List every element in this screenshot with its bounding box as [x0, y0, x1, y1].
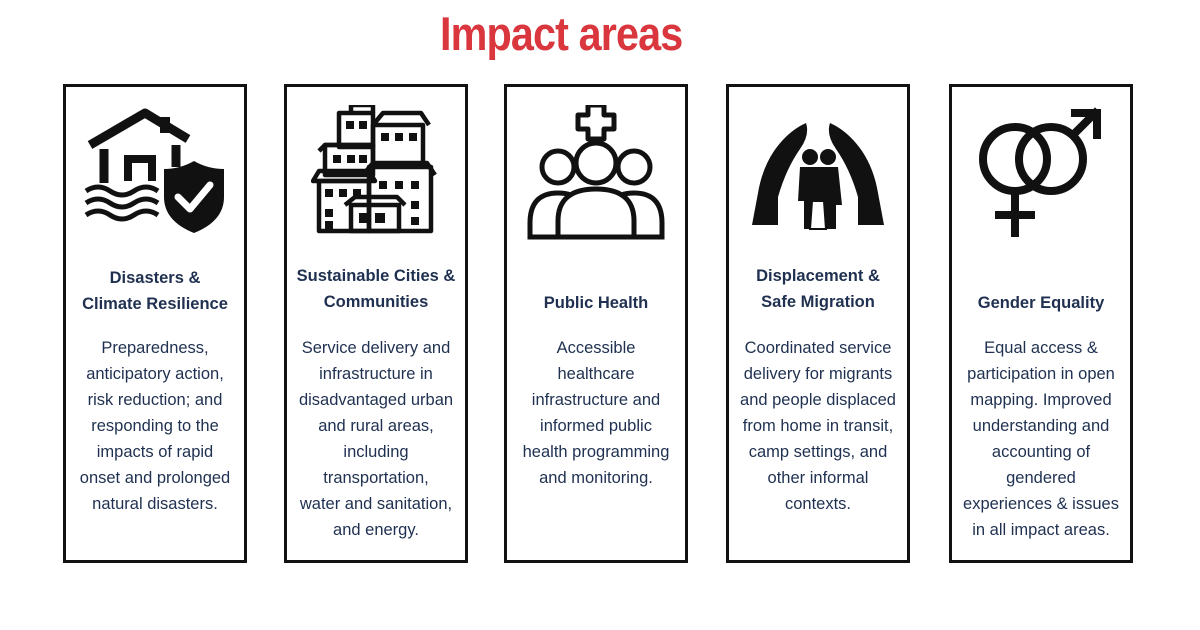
card-description: Service delivery and infrastructure in d…: [283, 335, 469, 543]
impact-card-health: Public Health Accessible healthcare infr…: [504, 84, 688, 563]
page-title: Impact areas: [440, 7, 683, 60]
card-description-line: transportation,: [323, 469, 429, 487]
card-description-line: risk reduction; and: [87, 391, 223, 409]
card-description: Coordinated service delivery for migrant…: [725, 335, 911, 517]
impact-card-gender: Gender Equality Equal access & participa…: [949, 84, 1133, 563]
card-description: Preparedness, anticipatory action, risk …: [62, 335, 248, 517]
card-description-line: gendered: [1006, 469, 1076, 487]
card-description-line: onset and prolonged: [79, 469, 231, 487]
card-title: Sustainable Cities & Communities: [287, 263, 465, 315]
card-title-line: Communities: [323, 293, 429, 311]
card-description-line: including: [343, 443, 409, 461]
card-description-line: Coordinated service: [744, 339, 892, 357]
card-description-line: infrastructure in: [319, 365, 433, 383]
card-description-line: Equal access &: [984, 339, 1098, 357]
card-description-line: in all impact areas.: [972, 521, 1110, 539]
card-description-line: accounting of: [991, 443, 1091, 461]
card-description-line: and people displaced: [740, 391, 896, 409]
card-title-line: Public Health: [543, 294, 649, 312]
card-title-line: Safe Migration: [761, 293, 875, 311]
card-title: Gender Equality: [952, 290, 1130, 316]
flood-house-shield-icon: [66, 105, 244, 245]
card-description-line: delivery for migrants: [743, 365, 893, 383]
card-description-line: from home in transit,: [742, 417, 894, 435]
card-description-line: other informal: [767, 469, 869, 487]
card-description-line: Preparedness,: [101, 339, 209, 357]
card-description-line: Accessible: [556, 339, 636, 357]
card-description-line: and energy.: [333, 521, 419, 539]
card-description-line: and rural areas,: [318, 417, 434, 435]
card-title-line: Climate Resilience: [82, 295, 228, 313]
card-title-line: Displacement &: [756, 267, 880, 285]
card-title-line: Disasters &: [109, 269, 201, 287]
impact-card-migration: Displacement & Safe Migration Coordinate…: [726, 84, 910, 563]
card-description-line: participation in open: [967, 365, 1115, 383]
card-description-line: experiences & issues: [963, 495, 1119, 513]
gender-symbols-icon: [952, 105, 1130, 245]
card-title: Displacement & Safe Migration: [729, 263, 907, 315]
card-description: Equal access & participation in open map…: [948, 335, 1134, 543]
card-description: Accessible healthcare infrastructure and…: [503, 335, 689, 491]
card-title-line: Gender Equality: [977, 294, 1105, 312]
card-description-line: impacts of rapid: [96, 443, 214, 461]
card-description-line: health programming: [522, 443, 670, 461]
card-description-line: natural disasters.: [92, 495, 218, 513]
people-health-cross-icon: [507, 105, 685, 245]
card-description-line: Service delivery and: [301, 339, 451, 357]
card-description-line: informed public: [540, 417, 652, 435]
card-title: Disasters & Climate Resilience: [66, 265, 244, 317]
card-description-line: infrastructure and: [531, 391, 661, 409]
card-description-line: healthcare: [557, 365, 635, 383]
card-description-line: water and sanitation,: [299, 495, 453, 513]
impact-card-cities: Sustainable Cities & Communities Service…: [284, 84, 468, 563]
protected-family-hands-icon: [729, 105, 907, 245]
card-description-line: anticipatory action,: [86, 365, 224, 383]
card-description-line: responding to the: [91, 417, 219, 435]
city-buildings-icon: [287, 105, 465, 245]
card-description-line: disadvantaged urban: [298, 391, 454, 409]
card-title: Public Health: [507, 290, 685, 316]
card-title-line: Sustainable Cities &: [296, 267, 456, 285]
card-description-line: camp settings, and: [748, 443, 888, 461]
impact-card-disasters: Disasters & Climate Resilience Preparedn…: [63, 84, 247, 563]
card-description-line: and monitoring.: [539, 469, 653, 487]
card-description-line: mapping. Improved: [970, 391, 1112, 409]
card-description-line: understanding and: [972, 417, 1110, 435]
card-description-line: contexts.: [784, 495, 852, 513]
